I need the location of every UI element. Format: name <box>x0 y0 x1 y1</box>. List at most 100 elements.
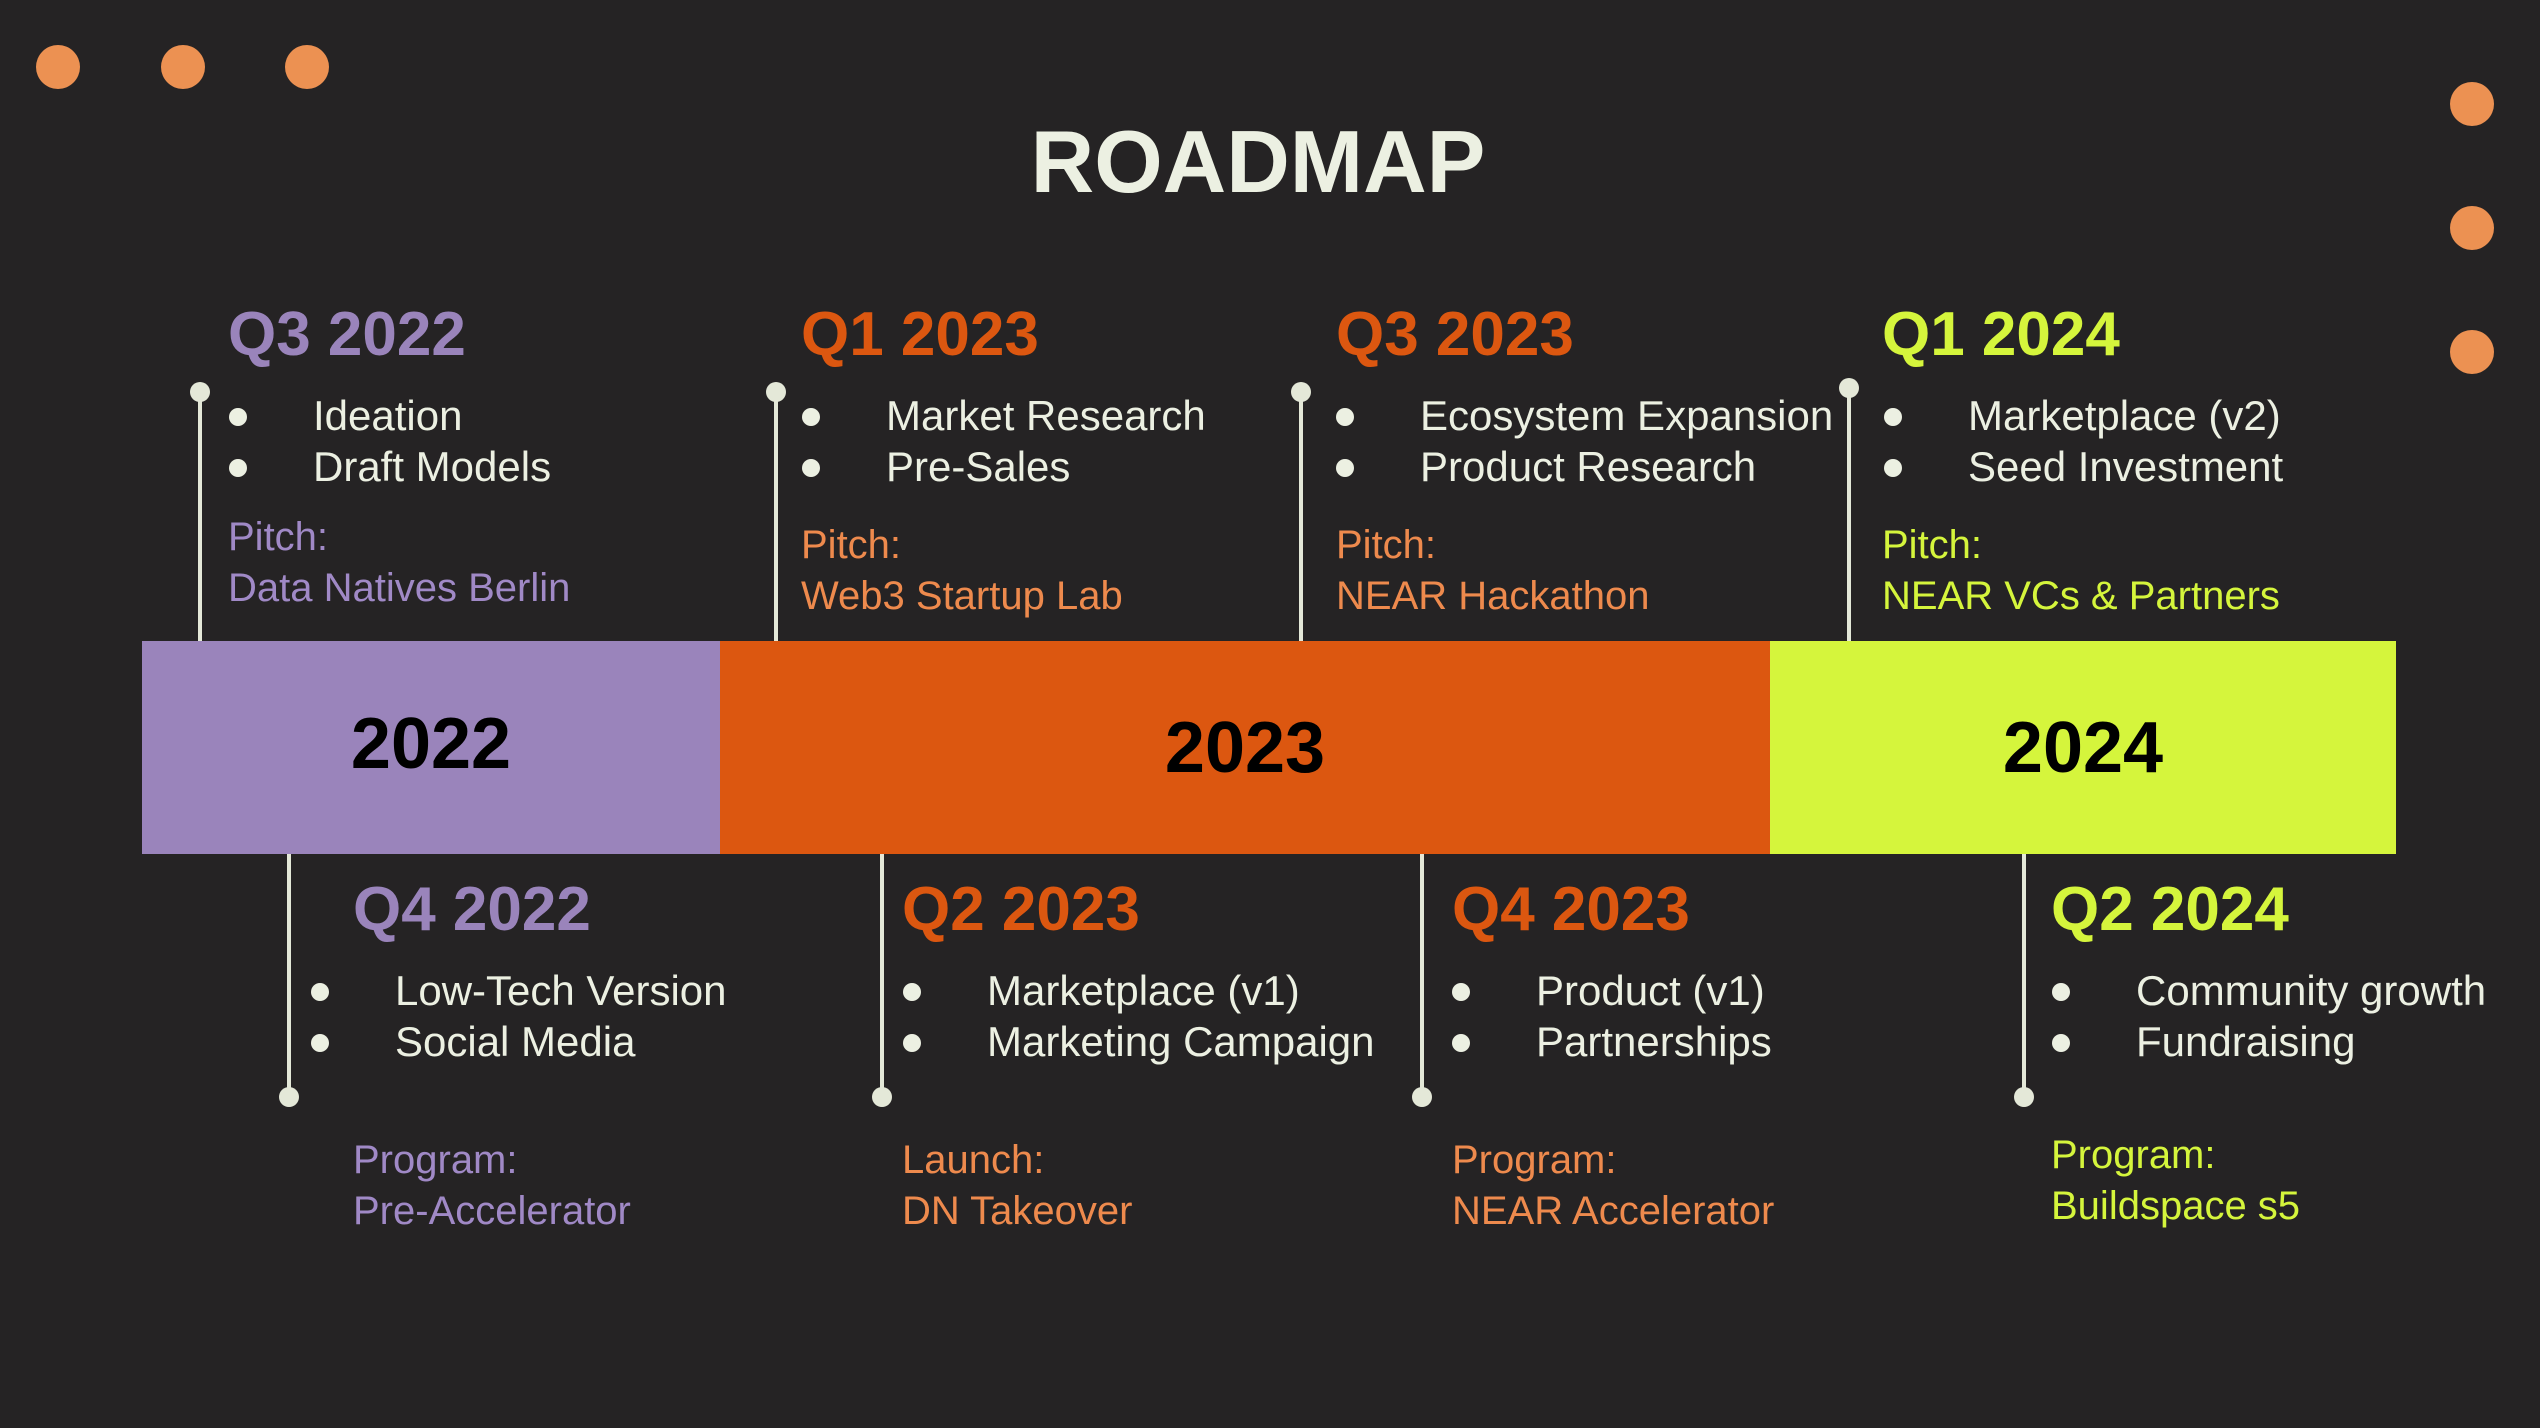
bullet-icon <box>311 983 329 1001</box>
list-item: Ideation <box>229 390 551 441</box>
year-bar-2024: 2024 <box>1770 641 2396 854</box>
event-type: Pitch: <box>1336 523 1437 567</box>
list-item: Ecosystem Expansion <box>1336 390 1833 441</box>
year-bar-2022: 2022 <box>142 641 720 854</box>
list-item: Pre-Sales <box>802 441 1206 492</box>
item-label: Social Media <box>395 1018 636 1065</box>
bullet-icon <box>1336 408 1354 426</box>
milestone-quarter: Q1 2024 <box>1882 300 2120 369</box>
milestone-quarter: Q1 2023 <box>801 300 1039 369</box>
item-label: Ecosystem Expansion <box>1420 392 1834 439</box>
bullet-icon <box>1336 459 1354 477</box>
year-bar-2023: 2023 <box>720 641 1770 854</box>
milestone-quarter: Q3 2023 <box>1336 300 1574 369</box>
list-item: Marketplace (v2) <box>1884 390 2283 441</box>
list-item: Product Research <box>1336 441 1833 492</box>
milestone-event: Pitch: Data Natives Berlin <box>228 512 570 614</box>
timeline-node <box>1291 382 1311 402</box>
timeline-connector <box>2022 854 2026 1097</box>
milestone-event: Program: Pre-Accelerator <box>353 1135 631 1237</box>
event-name: NEAR VCs & Partners <box>1882 574 2280 618</box>
milestone-quarter: Q4 2022 <box>353 875 591 944</box>
list-item: Social Media <box>311 1016 727 1067</box>
list-item: Community growth <box>2052 965 2486 1016</box>
decorative-dot <box>36 45 80 89</box>
bullet-icon <box>229 408 247 426</box>
milestone-items: Market Research Pre-Sales <box>802 390 1206 492</box>
item-label: Product (v1) <box>1536 967 1765 1014</box>
bullet-icon <box>2052 1034 2070 1052</box>
event-type: Program: <box>353 1138 518 1182</box>
decorative-dot <box>285 45 329 89</box>
item-label: Pre-Sales <box>886 443 1071 490</box>
item-label: Market Research <box>886 392 1206 439</box>
year-label: 2024 <box>2002 707 2164 788</box>
list-item: Low-Tech Version <box>311 965 727 1016</box>
item-label: Ideation <box>313 392 463 439</box>
item-label: Seed Investment <box>1968 443 2284 490</box>
timeline-connector <box>1847 388 1851 641</box>
decorative-dot <box>2450 206 2494 250</box>
timeline-connector <box>1420 854 1424 1097</box>
item-label: Marketplace (v1) <box>987 967 1300 1014</box>
timeline-connector <box>1299 392 1303 641</box>
milestone-quarter: Q2 2023 <box>902 875 1140 944</box>
list-item: Seed Investment <box>1884 441 2283 492</box>
event-name: NEAR Accelerator <box>1452 1189 1775 1233</box>
milestone-quarter: Q2 2024 <box>2051 875 2289 944</box>
event-type: Program: <box>2051 1133 2216 1177</box>
list-item: Draft Models <box>229 441 551 492</box>
list-item: Partnerships <box>1452 1016 1772 1067</box>
milestone-event: Pitch: NEAR Hackathon <box>1336 520 1649 622</box>
bullet-icon <box>2052 983 2070 1001</box>
event-name: Buildspace s5 <box>2051 1184 2301 1228</box>
timeline-connector <box>774 392 778 641</box>
milestone-items: Marketplace (v1) Marketing Campaign <box>903 965 1375 1067</box>
timeline-connector <box>287 854 291 1097</box>
event-type: Pitch: <box>1882 523 1983 567</box>
list-item: Market Research <box>802 390 1206 441</box>
decorative-dot <box>2450 330 2494 374</box>
item-label: Fundraising <box>2136 1018 2356 1065</box>
list-item: Product (v1) <box>1452 965 1772 1016</box>
timeline-node <box>279 1087 299 1107</box>
milestone-items: Ecosystem Expansion Product Research <box>1336 390 1833 492</box>
list-item: Fundraising <box>2052 1016 2486 1067</box>
milestone-items: Ideation Draft Models <box>229 390 551 492</box>
milestone-items: Marketplace (v2) Seed Investment <box>1884 390 2283 492</box>
event-name: DN Takeover <box>902 1189 1133 1233</box>
event-name: NEAR Hackathon <box>1336 574 1650 618</box>
item-label: Marketplace (v2) <box>1968 392 2281 439</box>
item-label: Low-Tech Version <box>395 967 727 1014</box>
event-type: Launch: <box>902 1138 1045 1182</box>
year-label: 2023 <box>1164 707 1326 788</box>
milestone-event: Program: Buildspace s5 <box>2051 1130 2300 1232</box>
event-type: Pitch: <box>228 515 329 559</box>
timeline-connector <box>880 854 884 1097</box>
timeline-node <box>2014 1087 2034 1107</box>
item-label: Marketing Campaign <box>987 1018 1375 1065</box>
bullet-icon <box>903 983 921 1001</box>
event-type: Program: <box>1452 1138 1617 1182</box>
list-item: Marketplace (v1) <box>903 965 1375 1016</box>
timeline-node <box>190 382 210 402</box>
bullet-icon <box>1452 983 1470 1001</box>
milestone-items: Low-Tech Version Social Media <box>311 965 727 1067</box>
milestone-quarter: Q4 2023 <box>1452 875 1690 944</box>
event-name: Pre-Accelerator <box>353 1189 631 1233</box>
item-label: Partnerships <box>1536 1018 1772 1065</box>
bullet-icon <box>802 408 820 426</box>
milestone-event: Launch: DN Takeover <box>902 1135 1132 1237</box>
milestone-event: Pitch: NEAR VCs & Partners <box>1882 520 2280 622</box>
bullet-icon <box>1452 1034 1470 1052</box>
bullet-icon <box>802 459 820 477</box>
bullet-icon <box>903 1034 921 1052</box>
item-label: Draft Models <box>313 443 552 490</box>
timeline-node <box>766 382 786 402</box>
milestone-event: Program: NEAR Accelerator <box>1452 1135 1774 1237</box>
event-name: Web3 Startup Lab <box>801 574 1123 618</box>
page-title: ROADMAP <box>1030 112 1486 211</box>
milestone-event: Pitch: Web3 Startup Lab <box>801 520 1123 622</box>
bullet-icon <box>229 459 247 477</box>
list-item: Marketing Campaign <box>903 1016 1375 1067</box>
